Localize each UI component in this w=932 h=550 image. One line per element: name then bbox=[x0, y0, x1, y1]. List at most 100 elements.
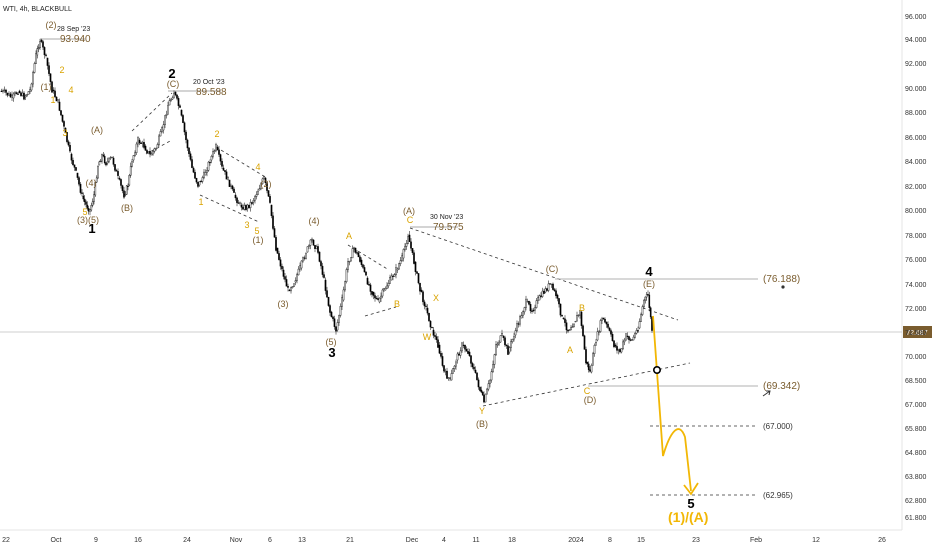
candle-body bbox=[248, 204, 250, 208]
candle-body bbox=[529, 304, 532, 312]
candle-body bbox=[465, 349, 468, 352]
candle-body bbox=[124, 194, 127, 196]
candle-body bbox=[83, 198, 86, 202]
wave-label: (2) bbox=[46, 20, 57, 30]
candle-body bbox=[11, 95, 13, 98]
channel-line-3 bbox=[215, 146, 268, 179]
candle-body bbox=[586, 361, 589, 365]
candle-body bbox=[432, 329, 435, 336]
candle-body bbox=[317, 246, 319, 253]
candle-body bbox=[577, 314, 580, 317]
wave-label: (A) bbox=[403, 206, 415, 216]
candle-body bbox=[399, 260, 402, 265]
candle-body bbox=[558, 298, 560, 305]
wave-label: (C) bbox=[546, 264, 559, 274]
candle-body bbox=[523, 307, 526, 313]
candle-body bbox=[0, 90, 3, 93]
candle-body bbox=[496, 343, 499, 346]
wave-label: 2 bbox=[59, 65, 64, 75]
candle-body bbox=[357, 252, 360, 258]
candle-body bbox=[91, 201, 94, 206]
wave-label: 3 bbox=[328, 345, 335, 360]
channel-line-6 bbox=[364, 306, 397, 317]
candle-body bbox=[89, 209, 91, 212]
candle-body bbox=[574, 321, 577, 323]
candle-body bbox=[46, 57, 49, 66]
candle-body bbox=[434, 335, 436, 337]
candle-body bbox=[216, 146, 219, 150]
x-tick-label: 11 bbox=[472, 537, 479, 544]
candle-body bbox=[374, 295, 376, 299]
candle-body bbox=[567, 329, 569, 332]
candle-body bbox=[481, 391, 484, 396]
candle-body bbox=[51, 81, 53, 93]
candle-body bbox=[209, 161, 211, 164]
candle-body bbox=[366, 277, 369, 285]
candle-body bbox=[484, 393, 487, 403]
candle-body bbox=[219, 154, 222, 162]
candle-body bbox=[638, 321, 641, 329]
candle-body bbox=[305, 253, 307, 259]
level-label-76: (76.188) bbox=[763, 274, 800, 285]
candle-body bbox=[537, 297, 539, 301]
candle-body bbox=[425, 305, 427, 308]
candle-body bbox=[568, 329, 571, 331]
candle-body bbox=[456, 353, 459, 361]
candle-body bbox=[573, 323, 575, 327]
wave-label: 2 bbox=[214, 129, 219, 139]
candle-body bbox=[520, 315, 523, 319]
candle-body bbox=[26, 94, 28, 97]
wave-label: X bbox=[433, 293, 439, 303]
candle-body bbox=[414, 261, 417, 273]
candle-body bbox=[335, 326, 337, 332]
candle-body bbox=[501, 333, 503, 336]
candle-body bbox=[592, 353, 594, 366]
candle-body bbox=[281, 266, 283, 270]
candle-body bbox=[306, 246, 309, 253]
candle-body bbox=[447, 377, 450, 379]
annotation-price: 89.588 bbox=[196, 87, 227, 98]
candle-body bbox=[626, 335, 629, 338]
y-tick-label: 82.000 bbox=[905, 184, 927, 191]
candle-body bbox=[372, 291, 375, 296]
wave-label: 5 bbox=[82, 207, 87, 217]
candle-body bbox=[182, 115, 184, 123]
candle-body bbox=[458, 353, 460, 356]
candle-body bbox=[589, 369, 591, 372]
candle-body bbox=[245, 205, 247, 211]
candle-body bbox=[617, 349, 620, 351]
candle-body bbox=[87, 208, 90, 212]
candle-body bbox=[55, 96, 58, 102]
candle-body bbox=[40, 39, 43, 42]
candle-body bbox=[610, 330, 612, 335]
candle-body bbox=[260, 183, 262, 189]
projection-line bbox=[652, 315, 692, 492]
candle-body bbox=[293, 283, 295, 287]
candle-body bbox=[342, 289, 345, 301]
candle-body bbox=[282, 269, 285, 277]
candle-body bbox=[423, 301, 426, 307]
candle-body bbox=[183, 122, 186, 133]
candle-body bbox=[311, 238, 313, 241]
x-tick-label: 2024 bbox=[568, 537, 584, 544]
y-tick-label: 64.800 bbox=[905, 450, 927, 457]
candle-body bbox=[392, 275, 394, 278]
candle-body bbox=[179, 105, 181, 108]
candle-body bbox=[303, 257, 306, 259]
candle-body bbox=[225, 171, 228, 180]
candle-body bbox=[120, 179, 122, 186]
y-tick-label: 86.000 bbox=[905, 135, 927, 142]
candle-body bbox=[449, 377, 451, 379]
candle-body bbox=[570, 327, 572, 331]
y-tick-label: 71.500 bbox=[905, 330, 927, 337]
candle-body bbox=[174, 91, 177, 96]
candle-body bbox=[6, 92, 9, 96]
wave-label: (B) bbox=[121, 203, 133, 213]
candle-body bbox=[123, 190, 125, 198]
x-tick-label: 15 bbox=[637, 537, 645, 544]
candle-body bbox=[622, 341, 624, 349]
candle-body bbox=[173, 92, 175, 99]
y-tick-label: 92.000 bbox=[905, 61, 927, 68]
candle-body bbox=[561, 314, 563, 317]
